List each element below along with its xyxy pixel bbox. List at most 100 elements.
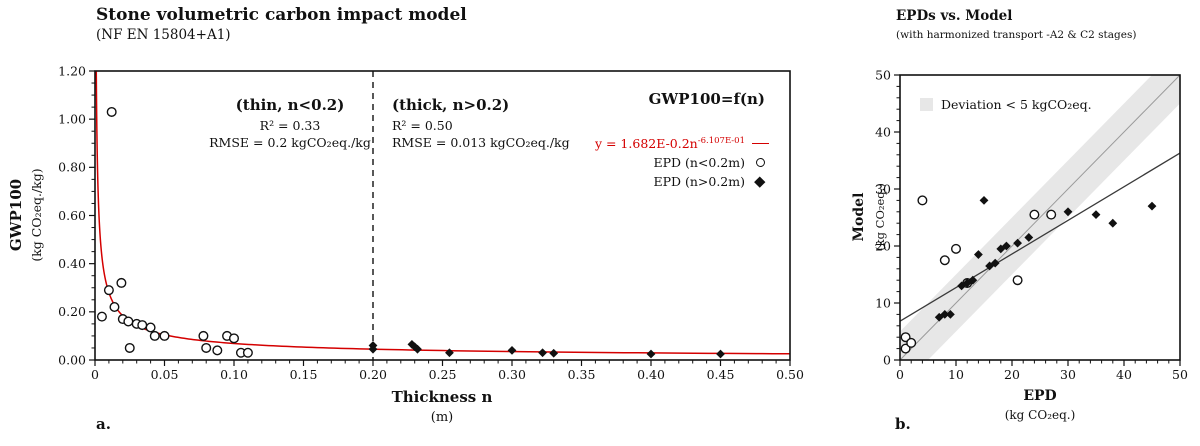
panel-b-y-axis-label: Model [851,192,867,242]
x-tick-label: 0.50 [776,367,804,382]
series-diamond-filled [368,339,725,359]
data-point-circle [106,106,117,117]
data-point-diamond [946,310,955,319]
data-point-circle [123,316,134,327]
data-point-circle [1046,209,1057,220]
data-point-circle [124,342,135,353]
x-tick-label: 0.05 [151,367,179,382]
legend-epd-thick-label: EPD (n>0.2m) [653,174,745,189]
y-tick-label: 50 [875,67,891,82]
y-tick-label: 40 [875,124,891,139]
panel-a-corner-label: a. [96,415,111,433]
x-tick-label: 0.35 [568,367,596,382]
x-tick-label: 0.30 [498,367,526,382]
panel-b-x-axis-block: EPD (kg CO₂eq.) [965,388,1115,422]
data-point-diamond [1091,210,1101,220]
x-tick-label: 50 [1172,367,1188,382]
series-circle-open [900,195,1057,354]
x-tick-label: 0.20 [359,367,387,382]
thin-annotation-r2: R² = 0.33 [259,118,321,133]
thick-annotation-r2: R² = 0.50 [392,118,453,133]
data-point-diamond [974,250,983,259]
axis-ticks: 0 10 20 30 40 50 0 10 20 30 40 50 [875,67,1188,382]
data-point-circle [212,345,223,356]
deviation-band-legend: Deviation < 5 kgCO₂eq. [920,97,1092,112]
x-tick-label: 0.10 [220,367,248,382]
data-point-diamond [968,275,978,285]
panel-a-title: Stone volumetric carbon impact model [96,5,467,25]
data-point-diamond [979,196,989,205]
data-point-diamond [1002,241,1011,251]
data-point-circle [201,342,212,353]
panel-b-subtitle: (with harmonized transport -A2 & C2 stag… [896,29,1137,41]
data-point-diamond [368,344,378,354]
data-point-circle [951,243,962,254]
data-point-circle [149,330,160,341]
panel-a-x-axis-units: (m) [430,410,454,425]
panel-a-y-axis-units: (kg CO₂eq./kg) [29,168,44,262]
data-point-circle [906,337,917,348]
legend-title: GWP100=f(n) [648,90,765,108]
data-point-diamond [996,244,1006,254]
red-line-sample-icon [751,143,769,144]
data-point-diamond [990,258,1000,268]
x-tick-label: 0.25 [429,367,457,382]
data-point-diamond [538,348,547,358]
panel-b-frame [899,74,1181,361]
data-point-circle [1012,275,1023,286]
regression-line [899,152,1181,322]
panel-a-x-axis-block: Thickness n (m) [317,388,567,425]
panel-a-subtitle: (NF EN 15804+A1) [96,27,231,43]
x-tick-label: 0 [91,367,99,382]
series-circle-open [96,106,253,358]
y-tick-label: 30 [875,181,891,196]
panel-b-x-axis-units: (kg CO₂eq.) [1004,408,1076,422]
x-tick-label: 30 [1060,367,1076,382]
thick-annotation-rmse: RMSE = 0.013 kgCO₂eq./kg [392,135,570,150]
data-point-circle [1029,209,1040,220]
data-point-circle [242,347,253,358]
legend-equation-row: y = 1.682E-0.2n-6.107E-01 [543,134,775,153]
y-tick-label: 0.00 [58,352,86,367]
legend-epd-thin-label: EPD (n<0.2m) [653,155,745,170]
y-tick-label: 0 [883,352,891,367]
thin-annotation-title: (thin, n<0.2) [235,96,345,114]
panel-b-title: EPDs vs. Model [896,8,1013,24]
y-tick-label: 1.20 [58,63,86,78]
panel-a-legend: GWP100=f(n) y = 1.682E-0.2n-6.107E-01 EP… [543,90,775,191]
y-tick-label: 0.60 [58,208,86,223]
legend-epd-thick-row: EPD (n>0.2m) [543,172,775,191]
x-tick-label: 20 [1004,367,1020,382]
fit-equation: y = 1.682E-0.2n-6.107E-01 [594,135,745,152]
data-point-diamond [1013,238,1022,248]
x-tick-label: 0.40 [637,367,665,382]
data-point-circle [159,330,170,341]
data-point-circle [103,285,114,296]
data-point-diamond [507,345,517,355]
x-tick-label: 0.45 [707,367,735,382]
thin-annotation-block: (thin, n<0.2) R² = 0.33 RMSE = 0.2 kgCO₂… [185,97,395,151]
y-tick-label: 20 [875,238,891,253]
series-diamond-filled [934,196,1157,322]
panel-b-x-axis-label: EPD [1023,388,1057,404]
data-point-circle [228,333,239,344]
data-point-diamond [549,348,559,358]
open-circle-marker-icon [755,158,765,167]
panel-a-y-axis-label: GWP100 [7,178,25,252]
thick-annotation-title: (thick, n>0.2) [392,96,510,114]
thick-annotation-block: (thick, n>0.2) R² = 0.50 RMSE = 0.013 kg… [392,97,570,151]
data-point-diamond [646,349,656,359]
panel-a-x-axis-label: Thickness n [391,388,493,406]
data-point-diamond [413,344,422,354]
y-tick-label: 0.80 [58,160,86,175]
data-point-diamond [445,348,454,358]
thin-annotation-rmse: RMSE = 0.2 kgCO₂eq./kg [209,135,371,150]
data-point-circle [939,255,950,266]
data-point-diamond [1024,233,1034,242]
x-tick-label: 0.15 [290,367,318,382]
y-tick-label: 1.00 [58,111,86,126]
y-tick-label: 10 [875,295,891,310]
data-point-circle [137,320,148,331]
